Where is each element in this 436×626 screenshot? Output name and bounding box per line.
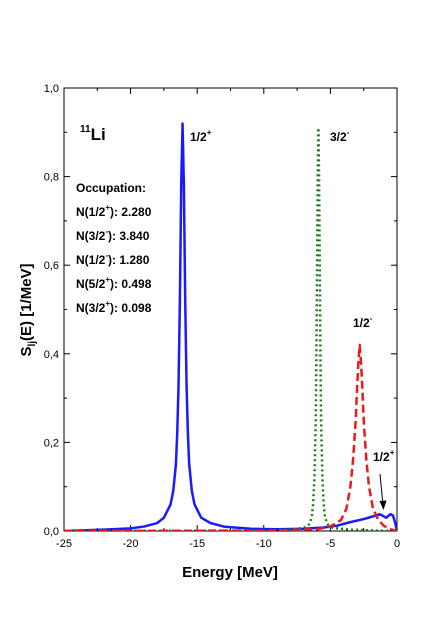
y-tick-label: 1,0 xyxy=(44,83,59,95)
occupation-row: N(1/2+): 2.280 xyxy=(76,203,152,219)
peak-label-1-2-minus: 1/2- xyxy=(353,314,373,330)
occupation-row: N(5/2+): 0.498 xyxy=(76,275,152,291)
series-line-2 xyxy=(64,126,397,531)
annotation-arrow xyxy=(379,473,387,510)
x-tick-label: 0 xyxy=(394,538,400,550)
peak-label-3-2-minus: 3/2- xyxy=(330,128,350,144)
occupation-row: N(3/2+): 0.098 xyxy=(76,299,152,315)
series-line-1 xyxy=(64,122,397,531)
y-tick-label: 0,8 xyxy=(44,172,59,184)
y-axis-title: Slj(E) [1/MeV] xyxy=(18,263,38,356)
y-tick-label: 0,6 xyxy=(44,260,59,272)
occupation-row: N(1/2-): 1.280 xyxy=(76,251,150,267)
peak-label-1-2-plus: 1/2+ xyxy=(190,128,212,144)
nucleus-label: 11Li xyxy=(80,124,106,144)
peak-label-1-2-plus-small: 1/2+ xyxy=(373,448,395,464)
y-tick-label: 0,4 xyxy=(44,349,59,361)
x-axis-title: Energy [MeV] xyxy=(182,564,278,581)
occupation-row: N(3/2-): 3.840 xyxy=(76,227,150,243)
series-line-3 xyxy=(64,343,397,531)
x-tick-label: -5 xyxy=(326,538,336,550)
occupation-block: Occupation: N(1/2+): 2.280 N(3/2-): 3.84… xyxy=(76,181,152,315)
x-tick-label: -10 xyxy=(256,538,272,550)
occupation-title: Occupation: xyxy=(76,181,146,195)
y-tick-label: 0,2 xyxy=(44,437,59,449)
x-tick-label: -25 xyxy=(56,538,72,550)
x-tick-label: -15 xyxy=(189,538,205,550)
x-tick-label: -20 xyxy=(123,538,139,550)
y-tick-label: 0,0 xyxy=(44,526,59,538)
